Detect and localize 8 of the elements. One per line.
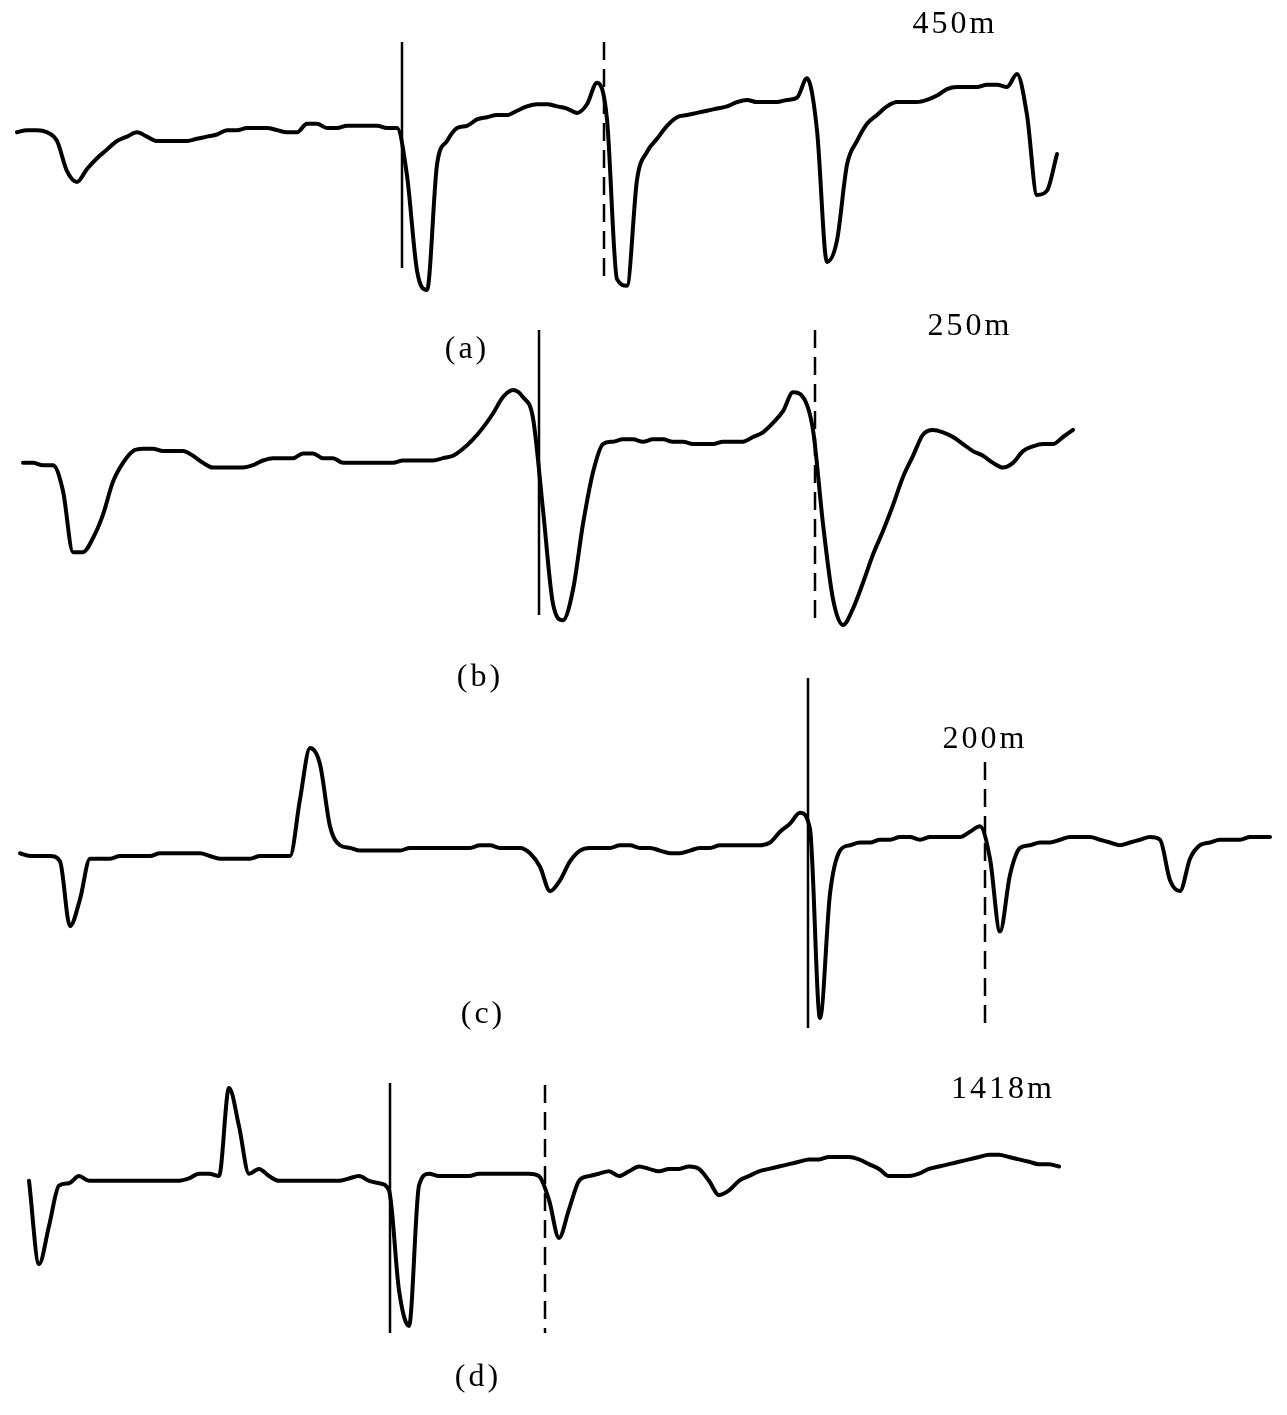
annotation: (c) <box>460 994 506 1031</box>
text: (b) <box>456 657 504 694</box>
text: (a) <box>444 329 490 366</box>
annotation: 1418m <box>951 1069 1055 1106</box>
text: 450m <box>912 4 998 41</box>
annotation: 200m <box>942 719 1028 756</box>
text: (d) <box>454 1357 502 1394</box>
text: 250m <box>927 306 1013 343</box>
